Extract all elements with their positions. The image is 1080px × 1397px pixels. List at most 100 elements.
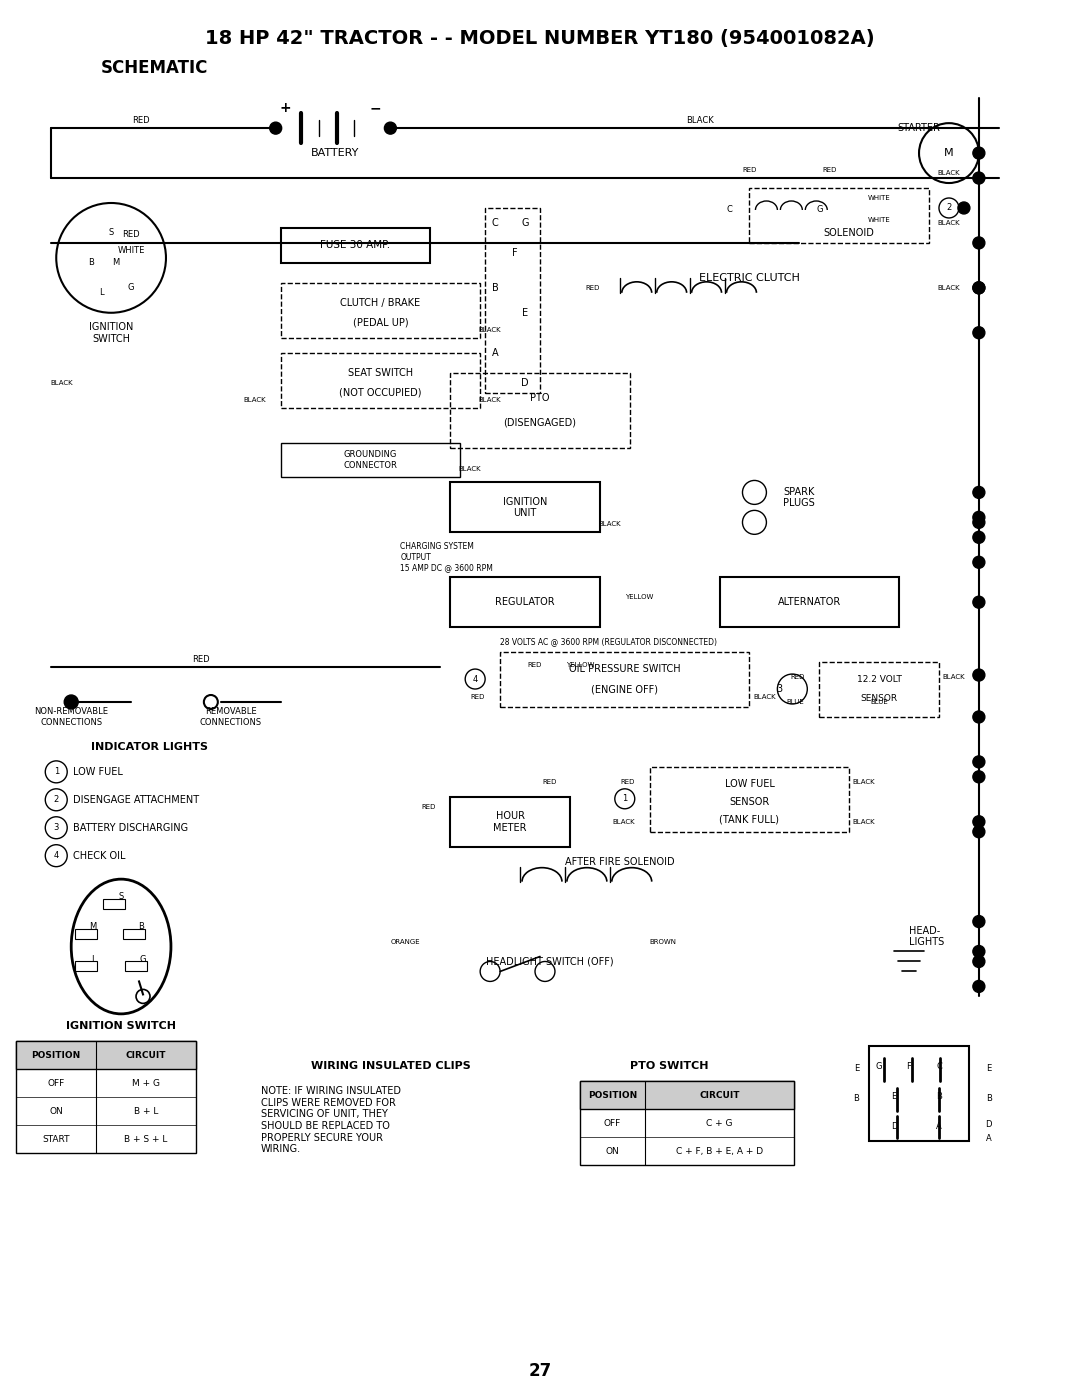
Text: M + G: M + G: [132, 1078, 160, 1088]
Text: 3: 3: [54, 823, 59, 833]
Text: WHITE: WHITE: [867, 217, 891, 224]
Text: RED: RED: [471, 694, 485, 700]
Circle shape: [939, 198, 959, 218]
Circle shape: [919, 123, 978, 183]
Text: NOTE: IF WIRING INSULATED
CLIPS WERE REMOVED FOR
SERVICING OF UNIT, THEY
SHOULD : NOTE: IF WIRING INSULATED CLIPS WERE REM…: [260, 1087, 401, 1154]
Text: SPARK
PLUGS: SPARK PLUGS: [783, 486, 815, 509]
Circle shape: [973, 771, 985, 782]
Text: (DISENGAGED): (DISENGAGED): [503, 418, 577, 427]
Circle shape: [973, 486, 985, 499]
Text: G: G: [816, 205, 823, 215]
Text: BLACK: BLACK: [853, 780, 876, 785]
Circle shape: [973, 915, 985, 928]
Text: ORANGE: ORANGE: [391, 939, 420, 944]
Circle shape: [973, 511, 985, 524]
Text: 28 VOLTS AC @ 3600 RPM (REGULATOR DISCONNECTED): 28 VOLTS AC @ 3600 RPM (REGULATOR DISCON…: [500, 637, 717, 647]
Text: RED: RED: [822, 168, 836, 173]
Text: BLACK: BLACK: [937, 285, 960, 291]
Text: 18 HP 42" TRACTOR - - MODEL NUMBER YT180 (954001082A): 18 HP 42" TRACTOR - - MODEL NUMBER YT180…: [205, 29, 875, 47]
Text: C: C: [727, 205, 732, 215]
Text: CHARGING SYSTEM
OUTPUT
15 AMP DC @ 3600 RPM: CHARGING SYSTEM OUTPUT 15 AMP DC @ 3600 …: [401, 542, 494, 573]
Text: BLACK: BLACK: [853, 819, 876, 824]
Circle shape: [973, 556, 985, 569]
Circle shape: [973, 711, 985, 724]
Text: 4: 4: [473, 675, 477, 683]
Text: −: −: [369, 101, 381, 115]
Circle shape: [973, 946, 985, 957]
Text: LOW FUEL: LOW FUEL: [725, 780, 774, 789]
Text: (ENGINE OFF): (ENGINE OFF): [591, 685, 659, 694]
Circle shape: [465, 669, 485, 689]
Bar: [450, 796, 570, 847]
Text: L: L: [91, 956, 95, 964]
Text: B + S + L: B + S + L: [124, 1134, 167, 1144]
Text: SEAT SWITCH: SEAT SWITCH: [348, 367, 413, 377]
Text: 2: 2: [54, 795, 59, 805]
Text: YELLOW: YELLOW: [566, 662, 594, 668]
Bar: [820, 662, 939, 717]
Text: START: START: [42, 1134, 70, 1144]
Text: ELECTRIC CLUTCH: ELECTRIC CLUTCH: [699, 272, 800, 282]
Text: 1: 1: [54, 767, 59, 777]
Bar: [450, 482, 599, 532]
Circle shape: [45, 761, 67, 782]
Text: PTO: PTO: [530, 393, 550, 402]
Text: POSITION: POSITION: [31, 1051, 81, 1060]
Text: A: A: [491, 348, 499, 358]
Circle shape: [973, 826, 985, 838]
Text: B: B: [89, 258, 94, 267]
Text: B: B: [986, 1094, 991, 1102]
Text: F: F: [906, 1062, 912, 1070]
Text: BLACK: BLACK: [686, 116, 714, 124]
Circle shape: [384, 122, 396, 134]
Text: S: S: [108, 229, 113, 237]
Text: RED: RED: [620, 780, 635, 785]
Text: 27: 27: [528, 1362, 552, 1380]
Bar: [281, 443, 460, 478]
Text: BLUE: BLUE: [870, 698, 888, 705]
Bar: [750, 189, 929, 243]
Text: OFF: OFF: [48, 1078, 65, 1088]
Text: +: +: [280, 101, 292, 115]
Text: BLACK: BLACK: [753, 694, 775, 700]
Text: D: D: [891, 1122, 897, 1130]
Text: WIRING INSULATED CLIPS: WIRING INSULATED CLIPS: [311, 1062, 471, 1071]
Bar: [125, 961, 147, 971]
Text: AFTER FIRE SOLENOID: AFTER FIRE SOLENOID: [565, 856, 675, 866]
Text: RED: RED: [789, 673, 805, 680]
Text: E: E: [522, 307, 528, 317]
Text: A: A: [986, 1133, 991, 1143]
Text: (TANK FULL): (TANK FULL): [719, 814, 780, 824]
Text: ON: ON: [50, 1106, 63, 1116]
Text: RED: RED: [528, 662, 542, 668]
Text: L: L: [98, 288, 104, 298]
Text: 1: 1: [622, 795, 627, 803]
Text: WHITE: WHITE: [867, 196, 891, 201]
Bar: [16, 1041, 195, 1069]
Text: STARTER: STARTER: [897, 123, 941, 133]
Text: G: G: [139, 956, 146, 964]
Text: WHITE: WHITE: [118, 246, 145, 256]
Text: LOW FUEL: LOW FUEL: [73, 767, 123, 777]
Text: C: C: [936, 1062, 942, 1070]
Circle shape: [136, 989, 150, 1003]
Text: G: G: [876, 1062, 882, 1070]
Circle shape: [535, 961, 555, 982]
Bar: [719, 577, 899, 627]
Bar: [650, 767, 849, 831]
Text: M: M: [944, 148, 954, 158]
Circle shape: [45, 817, 67, 838]
Circle shape: [973, 531, 985, 543]
Ellipse shape: [71, 879, 171, 1014]
Text: BLUE: BLUE: [786, 698, 805, 705]
Text: BLACK: BLACK: [459, 467, 482, 472]
Text: 3: 3: [777, 685, 782, 694]
Text: OIL PRESSURE SWITCH: OIL PRESSURE SWITCH: [569, 664, 680, 675]
Bar: [123, 929, 145, 939]
Text: SCHEMATIC: SCHEMATIC: [102, 59, 208, 77]
Text: E: E: [986, 1063, 991, 1073]
Text: BATTERY: BATTERY: [311, 148, 360, 158]
Bar: [450, 577, 599, 627]
Text: SENSOR: SENSOR: [729, 796, 770, 807]
Circle shape: [973, 237, 985, 249]
